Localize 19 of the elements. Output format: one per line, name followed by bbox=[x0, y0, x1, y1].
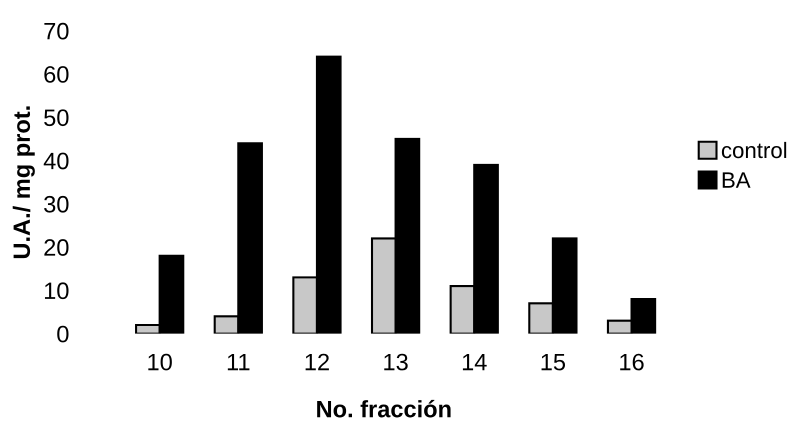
x-tick-label: 12 bbox=[306, 354, 329, 370]
y-tick-label: 10 bbox=[44, 282, 69, 300]
y-tick-label: 60 bbox=[44, 66, 69, 83]
y-tick-label: 40 bbox=[44, 152, 69, 170]
y-tick-label: 20 bbox=[44, 239, 69, 256]
y-tick-label: 0 bbox=[57, 326, 69, 342]
legend-label: control bbox=[722, 142, 786, 158]
x-tick-label: 16 bbox=[620, 354, 644, 370]
y-tick-label: 70 bbox=[44, 22, 69, 40]
x-axis-title: No. fracción bbox=[317, 400, 451, 418]
x-tick-label: 13 bbox=[384, 354, 408, 370]
x-tick-label: 10 bbox=[148, 354, 172, 370]
x-tick-label: 14 bbox=[462, 354, 487, 370]
y-axis-title: U.A./ mg prot. bbox=[12, 106, 35, 258]
x-tick-label: 15 bbox=[542, 354, 566, 370]
y-tick-label: 50 bbox=[44, 109, 69, 126]
x-tick-label: 11 bbox=[228, 354, 250, 370]
y-tick-label: 30 bbox=[44, 196, 69, 213]
legend-label: BA bbox=[722, 172, 751, 188]
